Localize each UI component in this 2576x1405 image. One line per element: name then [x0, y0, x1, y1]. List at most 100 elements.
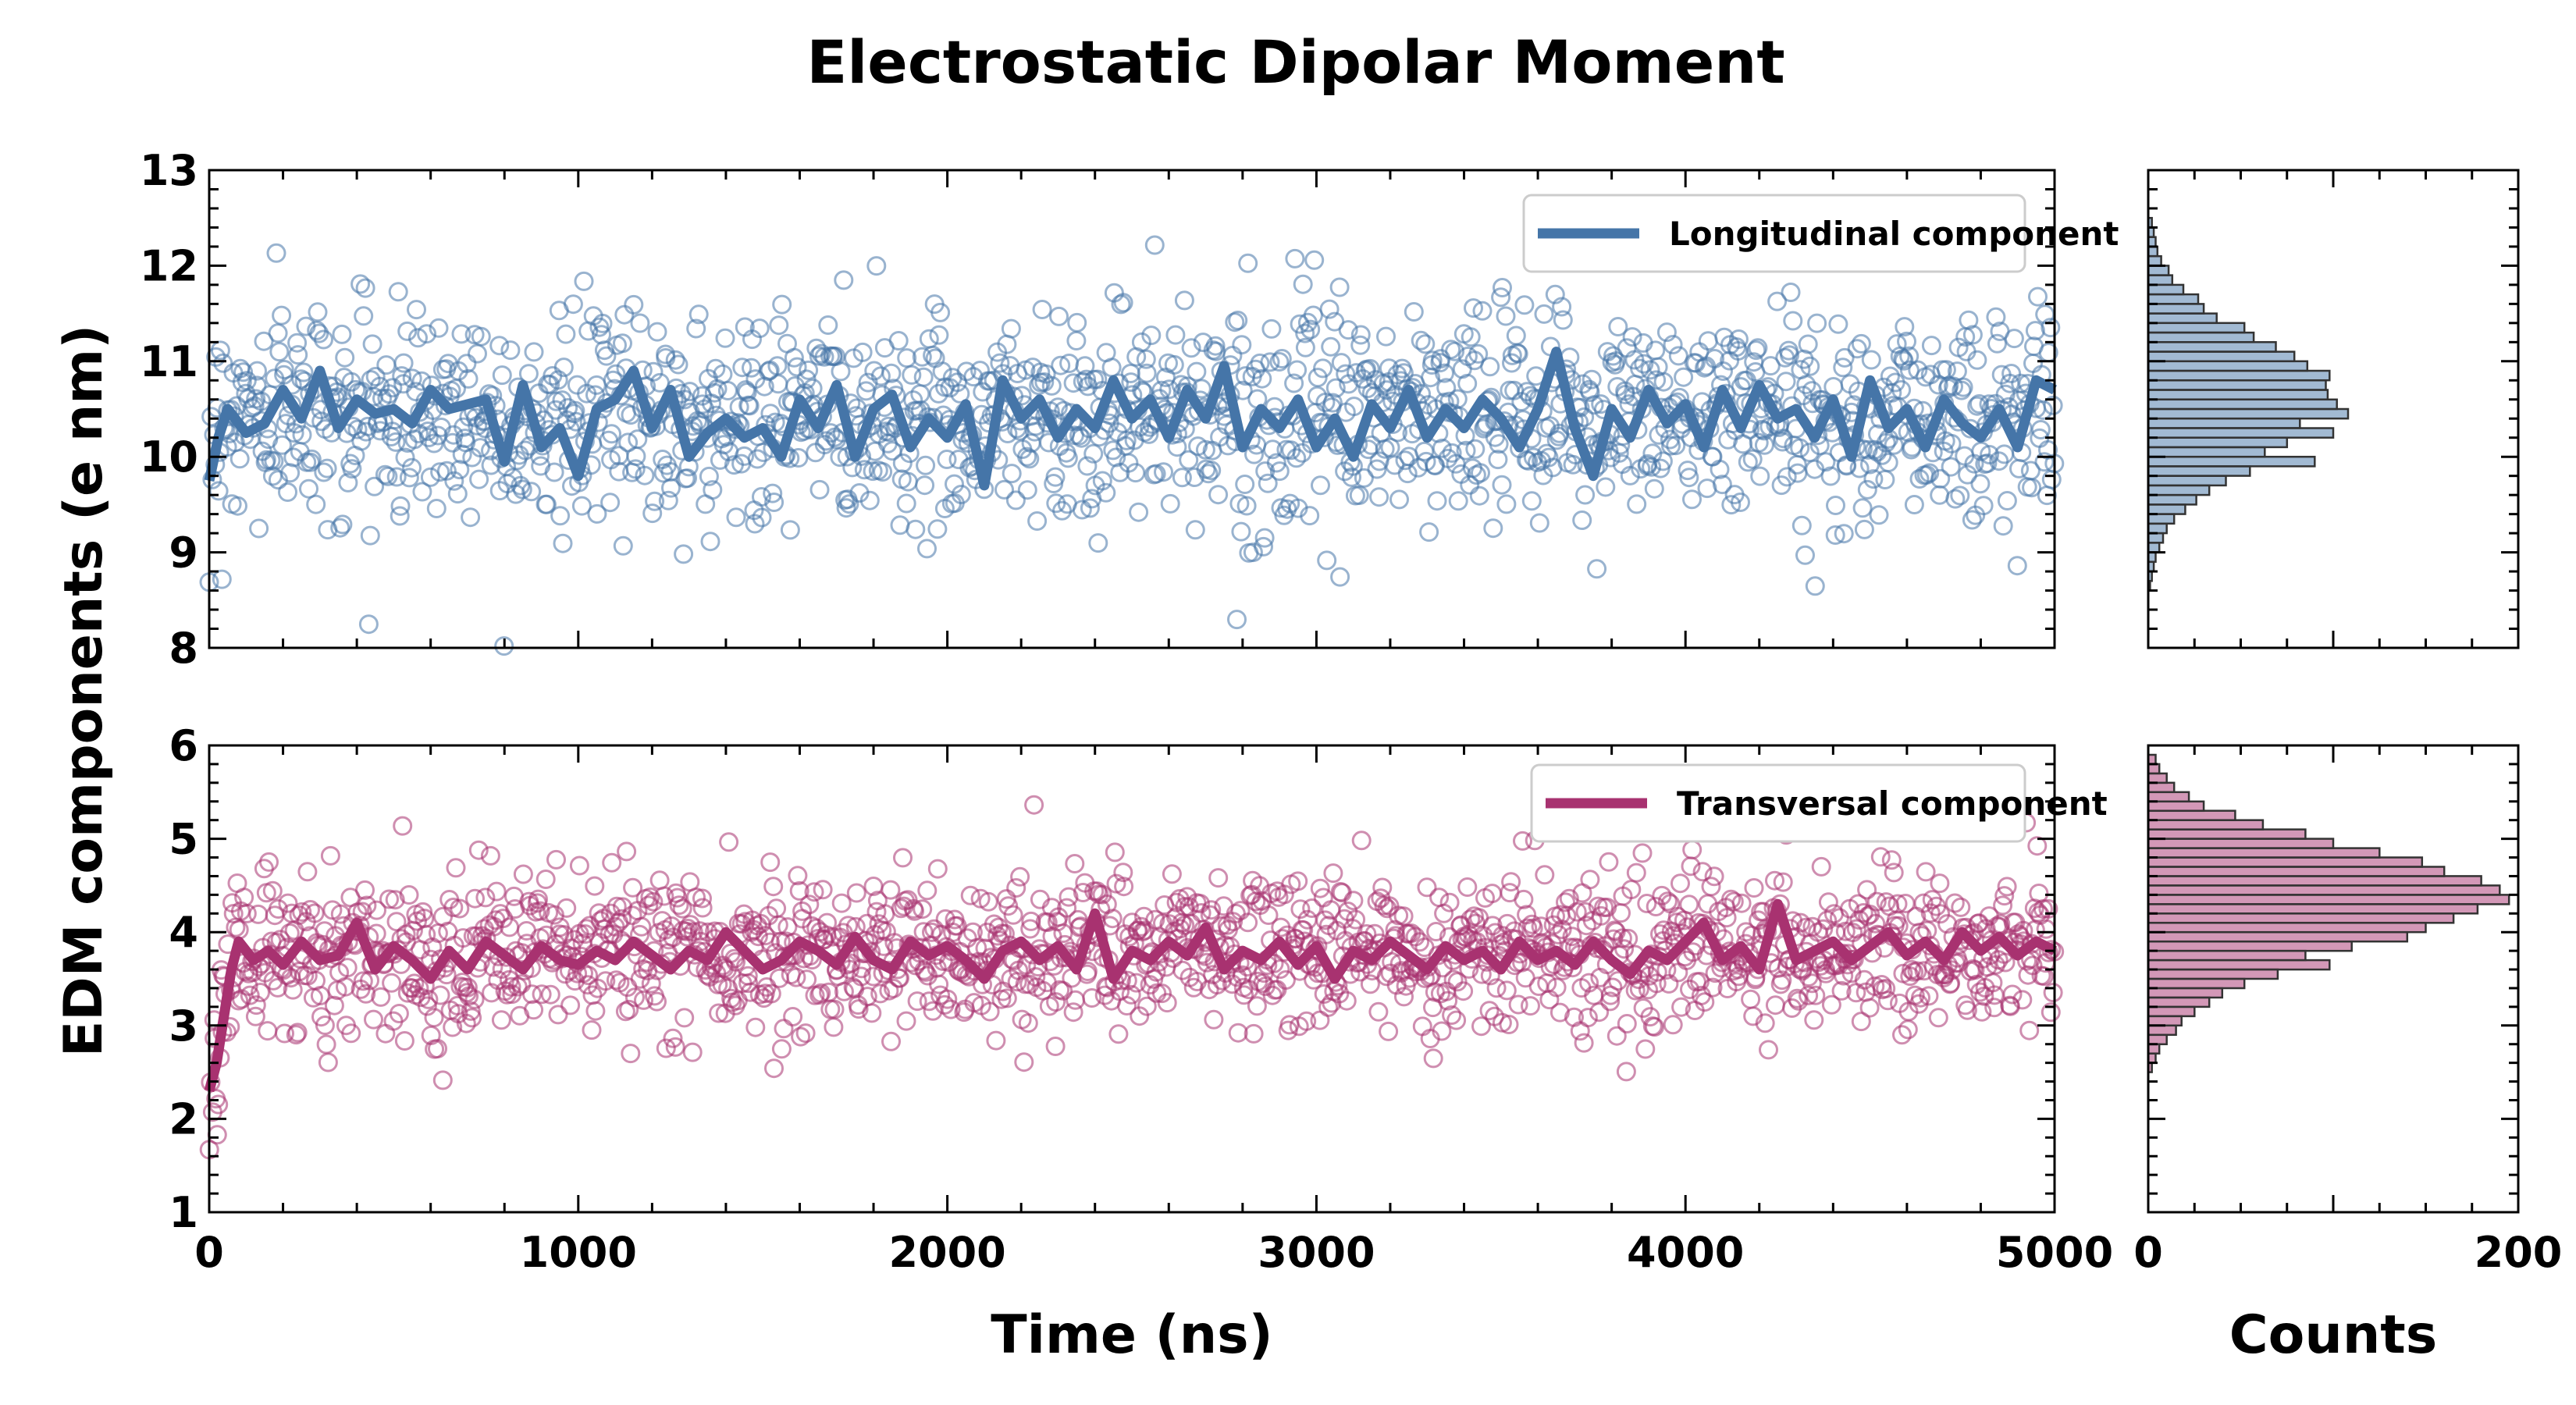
scatter-point	[1045, 467, 1066, 487]
scatter-point	[1728, 329, 1749, 349]
scatter-point	[1521, 996, 1540, 1016]
scatter-point	[658, 490, 678, 510]
scatter-point	[1336, 991, 1357, 1011]
x-tick-label: 5000	[1996, 1228, 2113, 1277]
scatter-point	[582, 1020, 602, 1040]
histogram-bar	[2147, 293, 2200, 305]
scatter-point	[1518, 450, 1539, 471]
scatter-point	[732, 357, 753, 378]
scatter-point	[1374, 895, 1394, 916]
scatter-point	[258, 1021, 278, 1041]
scatter-point	[1646, 897, 1666, 916]
scatter-point	[1235, 475, 1255, 494]
scatter-point	[1701, 877, 1721, 897]
scatter-point	[1666, 436, 1686, 456]
scatter-point	[1464, 298, 1483, 318]
scatter-point	[364, 386, 384, 407]
scatter-point	[1721, 495, 1742, 515]
scatter-point	[366, 923, 386, 944]
scatter-point	[1742, 449, 1763, 469]
scatter-point	[1032, 300, 1052, 319]
scatter-point	[1857, 880, 1877, 900]
scatter-point	[1870, 847, 1891, 867]
scatter-point	[1791, 515, 1812, 535]
scatter-point	[1513, 831, 1532, 851]
scatter-point	[1252, 368, 1272, 389]
scatter-point	[2034, 452, 2055, 472]
scatter-point	[358, 614, 379, 635]
scatter-point	[1645, 1017, 1664, 1037]
histogram-bar	[2147, 312, 2218, 325]
scatter-point	[1380, 437, 1400, 457]
scatter-point	[1136, 349, 1156, 369]
scatter-point	[1679, 895, 1699, 915]
scatter-point	[1795, 545, 1815, 565]
scatter-point	[1620, 465, 1640, 486]
scatter-point	[1704, 866, 1724, 887]
scatter-point	[268, 323, 288, 343]
scatter-point	[1741, 989, 1761, 1009]
histogram-bar	[2147, 274, 2174, 286]
scatter-point	[1977, 454, 1998, 473]
scatter-point	[450, 460, 470, 480]
scatter-point	[2038, 898, 2058, 919]
scatter-point	[1493, 278, 1512, 297]
scatter-point	[408, 328, 428, 348]
scatter-point	[1191, 379, 1212, 399]
scatter-point	[2000, 996, 2020, 1016]
scatter-point	[769, 315, 789, 336]
scatter-point	[1303, 305, 1323, 325]
main-axes-frame-top	[208, 169, 2056, 649]
scatter-point	[997, 988, 1017, 1008]
scatter-point	[1562, 927, 1582, 947]
scatter-point	[1930, 485, 1950, 505]
scatter-point	[919, 329, 939, 349]
scatter-point	[1876, 892, 1896, 912]
scatter-point	[1941, 973, 1961, 994]
scatter-point	[468, 840, 489, 860]
scatter-point	[1986, 307, 2006, 327]
histogram-bar	[2147, 968, 2279, 980]
scatter-point	[1144, 235, 1165, 255]
scatter-point	[430, 462, 450, 482]
histogram-bar	[2147, 866, 2446, 877]
scatter-point	[1469, 486, 1489, 506]
scatter-point	[1616, 1062, 1636, 1082]
scatter-point	[1072, 500, 1092, 520]
x-tick-labels-hist: 0 200	[2133, 1228, 2562, 1277]
scatter-point	[1349, 486, 1369, 505]
scatter-point	[1894, 350, 1914, 371]
scatter-point	[246, 995, 266, 1016]
scatter-point	[761, 984, 781, 1004]
scatter-point	[1861, 350, 1881, 370]
scatter-point	[212, 569, 232, 589]
histogram-bar	[2147, 838, 2335, 849]
scatter-point	[1426, 922, 1446, 941]
scatter-point	[1610, 435, 1631, 455]
scatter-point	[1765, 870, 1784, 891]
scatter-point	[297, 862, 318, 882]
scatter-point	[1113, 293, 1133, 313]
scatter-point	[619, 999, 639, 1019]
scatter-point	[1546, 977, 1567, 998]
scatter-point	[2027, 836, 2048, 856]
scatter-point	[1323, 863, 1343, 884]
scatter-point	[1791, 912, 1811, 933]
scatter-point	[1315, 910, 1336, 930]
scatter-point	[1627, 494, 1647, 514]
scatter-point	[624, 294, 644, 315]
scatter-point	[1521, 491, 1542, 511]
scatter-point	[1290, 899, 1311, 919]
scatter-point	[1692, 862, 1713, 882]
scatter-point	[1162, 864, 1182, 884]
scatter-point	[471, 326, 491, 347]
histogram-bar	[2147, 856, 2424, 868]
histogram-bar	[2147, 503, 2186, 515]
y-tick-label: 12	[140, 241, 198, 290]
scatter-point	[357, 895, 377, 916]
scatter-point	[703, 480, 723, 500]
scatter-point	[870, 984, 891, 1004]
scatter-point	[418, 428, 439, 447]
scatter-point	[941, 999, 961, 1019]
scatter-point	[715, 328, 735, 348]
